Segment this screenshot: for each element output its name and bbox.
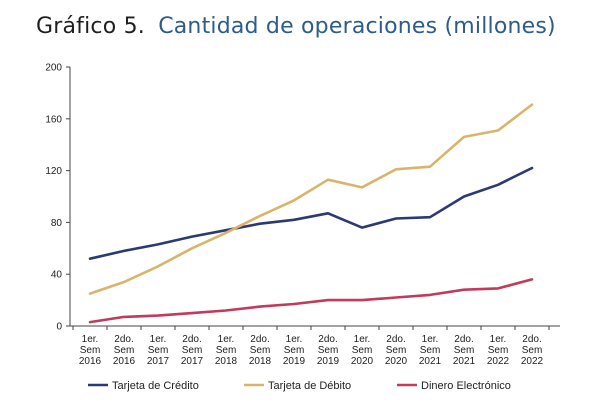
x-tick-label: 1er. Sem 2019 bbox=[283, 334, 306, 367]
x-tick-label-line: 2018 bbox=[249, 356, 272, 367]
x-tick-label-line: 2017 bbox=[181, 356, 204, 367]
x-tick-label-line: Sem bbox=[488, 345, 509, 356]
x-tick-label: 2do. Sem 2019 bbox=[317, 334, 340, 367]
x-tick-label-line: Sem bbox=[182, 345, 203, 356]
x-tick-label-line: 2do. bbox=[454, 334, 473, 345]
x-tick-label-line: 2022 bbox=[521, 356, 544, 367]
x-tick-label: 2do. Sem 2016 bbox=[113, 334, 136, 367]
x-tick-label-line: 1er. bbox=[422, 334, 439, 345]
series-line bbox=[88, 166, 534, 260]
x-tick-label-line: Sem bbox=[420, 345, 441, 356]
x-tick-label-line: 2019 bbox=[283, 356, 306, 367]
x-tick-label-line: 2do. bbox=[318, 334, 337, 345]
x-tick-label-line: 2016 bbox=[113, 356, 136, 367]
x-tick-label-line: 2do. bbox=[182, 334, 201, 345]
x-tick-label-line: Sem bbox=[148, 345, 169, 356]
y-tick-label: 200 bbox=[45, 63, 62, 74]
chart-title-text: Cantidad de operaciones (millones) bbox=[158, 14, 556, 39]
legend-label: Tarjeta de Débito bbox=[268, 380, 351, 392]
x-tick-label-line: Sem bbox=[318, 345, 339, 356]
y-tick-label: 0 bbox=[56, 322, 62, 333]
x-tick-label-line: 2017 bbox=[147, 356, 170, 367]
y-tick-label: 120 bbox=[45, 166, 62, 177]
x-tick-label-line: Sem bbox=[250, 345, 271, 356]
x-tick-label-line: 1er. bbox=[490, 334, 507, 345]
x-tick-label-line: 2021 bbox=[419, 356, 442, 367]
x-tick-label-line: 1er. bbox=[286, 334, 303, 345]
x-tick-label-line: Sem bbox=[352, 345, 373, 356]
x-tick-label: 1er. Sem 2018 bbox=[215, 334, 238, 367]
x-tick-label-line: 2do. bbox=[522, 334, 541, 345]
x-tick-label: 2do. Sem 2018 bbox=[249, 334, 272, 367]
x-tick-label-line: 1er. bbox=[82, 334, 99, 345]
x-tick-label-line: 2022 bbox=[487, 356, 510, 367]
x-tick-label-line: 2016 bbox=[79, 356, 102, 367]
x-tick-label-line: Sem bbox=[284, 345, 305, 356]
x-tick-label-line: 2do. bbox=[114, 334, 133, 345]
series-line bbox=[88, 103, 534, 295]
x-tick-label-line: 1er. bbox=[354, 334, 371, 345]
y-tick-label: 40 bbox=[51, 270, 63, 281]
x-tick-label-line: 1er. bbox=[218, 334, 235, 345]
figure-number: Gráfico 5. bbox=[36, 14, 145, 39]
legend-label: Tarjeta de Crédito bbox=[112, 380, 199, 392]
x-tick-label-line: Sem bbox=[522, 345, 543, 356]
x-tick-label-line: Sem bbox=[114, 345, 135, 356]
y-tick-label: 160 bbox=[45, 114, 62, 125]
x-tick-label: 1er. Sem 2016 bbox=[79, 334, 102, 367]
x-tick-label-line: 2018 bbox=[215, 356, 238, 367]
x-tick-label-line: Sem bbox=[216, 345, 237, 356]
x-tick-label-line: 2do. bbox=[250, 334, 269, 345]
x-tick-label: 2do. Sem 2021 bbox=[453, 334, 476, 367]
x-tick-label: 2do. Sem 2020 bbox=[385, 334, 408, 367]
x-tick-label: 1er. Sem 2022 bbox=[487, 334, 510, 367]
x-tick-label: 1er. Sem 2021 bbox=[419, 334, 442, 367]
chart-title: Gráfico 5. Cantidad de operaciones (mill… bbox=[36, 14, 556, 39]
series-line bbox=[88, 278, 534, 324]
x-tick-label-line: Sem bbox=[386, 345, 407, 356]
x-tick-label: 1er. Sem 2020 bbox=[351, 334, 374, 367]
x-tick-label-line: Sem bbox=[80, 345, 101, 356]
x-tick-label-line: 2019 bbox=[317, 356, 340, 367]
x-tick-label-line: 2021 bbox=[453, 356, 476, 367]
x-tick-label: 1er. Sem 2017 bbox=[147, 334, 170, 367]
x-tick-label-line: 1er. bbox=[150, 334, 167, 345]
x-tick-label-line: 2do. bbox=[386, 334, 405, 345]
x-tick-label: 2do. Sem 2017 bbox=[181, 334, 204, 367]
x-tick-label-line: 2020 bbox=[385, 356, 408, 367]
x-tick-label-line: 2020 bbox=[351, 356, 374, 367]
x-tick-label-line: Sem bbox=[454, 345, 475, 356]
legend-label: Dinero Electrónico bbox=[421, 380, 511, 392]
y-tick-label: 80 bbox=[51, 218, 63, 229]
x-tick-label: 2do. Sem 2022 bbox=[521, 334, 544, 367]
